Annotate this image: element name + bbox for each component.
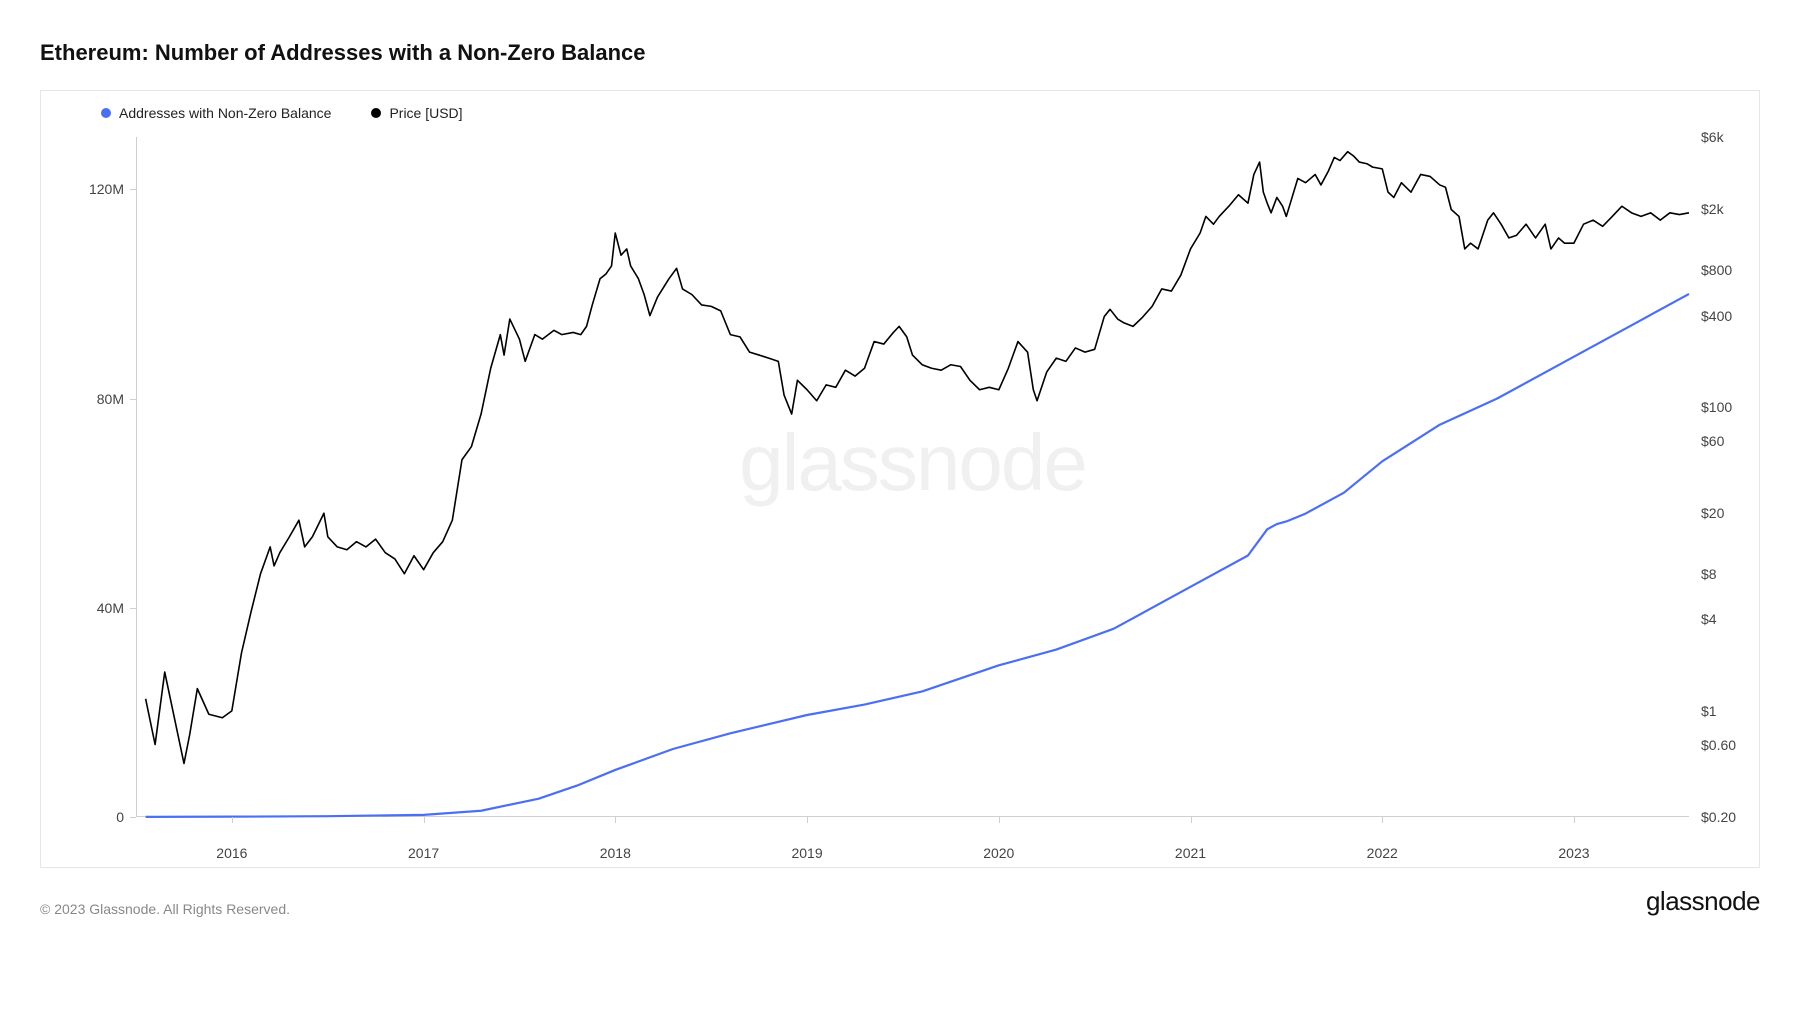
x-tick — [999, 817, 1000, 823]
x-tick-label: 2017 — [408, 845, 439, 861]
y-right-tick-label: $800 — [1701, 262, 1732, 278]
y-right-tick-label: $0.60 — [1701, 737, 1736, 753]
y-right-tick-label: $2k — [1701, 201, 1724, 217]
x-tick-label: 2016 — [216, 845, 247, 861]
legend-item-addresses: Addresses with Non-Zero Balance — [101, 105, 331, 121]
y-right-tick-label: $6k — [1701, 129, 1724, 145]
x-tick-label: 2022 — [1367, 845, 1398, 861]
y-left-tick — [130, 608, 136, 609]
x-tick — [1191, 817, 1192, 823]
y-left-tick-label: 80M — [97, 391, 124, 407]
plot-svg — [136, 137, 1689, 817]
x-tick-label: 2019 — [791, 845, 822, 861]
y-right-tick-label: $400 — [1701, 308, 1732, 324]
x-tick — [807, 817, 808, 823]
x-tick-label: 2020 — [983, 845, 1014, 861]
legend-label: Addresses with Non-Zero Balance — [119, 105, 331, 121]
plot-area: glassnode 040M80M120M $0.20$0.60$1$4$8$2… — [136, 137, 1689, 817]
legend-dot-icon — [101, 108, 111, 118]
y-left-tick-label: 40M — [97, 600, 124, 616]
y-right-tick-label: $8 — [1701, 566, 1717, 582]
x-tick — [615, 817, 616, 823]
y-right-tick-label: $20 — [1701, 505, 1724, 521]
chart-frame: Addresses with Non-Zero Balance Price [U… — [40, 90, 1760, 868]
y-right-tick-label: $100 — [1701, 399, 1732, 415]
copyright-text: © 2023 Glassnode. All Rights Reserved. — [40, 901, 290, 917]
legend-label: Price [USD] — [389, 105, 462, 121]
legend-item-price: Price [USD] — [371, 105, 462, 121]
chart-container: Ethereum: Number of Addresses with a Non… — [40, 40, 1760, 917]
y-right-tick-label: $4 — [1701, 611, 1717, 627]
y-right-tick-label: $0.20 — [1701, 809, 1736, 825]
legend: Addresses with Non-Zero Balance Price [U… — [41, 91, 1759, 127]
y-left-tick-label: 0 — [116, 809, 124, 825]
brand-logo: glassnode — [1646, 886, 1760, 917]
x-tick — [232, 817, 233, 823]
legend-dot-icon — [371, 108, 381, 118]
y-left-tick — [130, 817, 136, 818]
footer: © 2023 Glassnode. All Rights Reserved. g… — [40, 886, 1760, 917]
y-left-tick — [130, 189, 136, 190]
x-tick-label: 2018 — [600, 845, 631, 861]
x-tick-label: 2021 — [1175, 845, 1206, 861]
x-tick-label: 2023 — [1558, 845, 1589, 861]
y-right-tick-label: $1 — [1701, 703, 1717, 719]
y-left-tick-label: 120M — [89, 181, 124, 197]
x-tick — [1574, 817, 1575, 823]
y-left-tick — [130, 399, 136, 400]
x-tick — [424, 817, 425, 823]
chart-title: Ethereum: Number of Addresses with a Non… — [40, 40, 1760, 66]
y-right-tick-label: $60 — [1701, 433, 1724, 449]
x-tick — [1382, 817, 1383, 823]
